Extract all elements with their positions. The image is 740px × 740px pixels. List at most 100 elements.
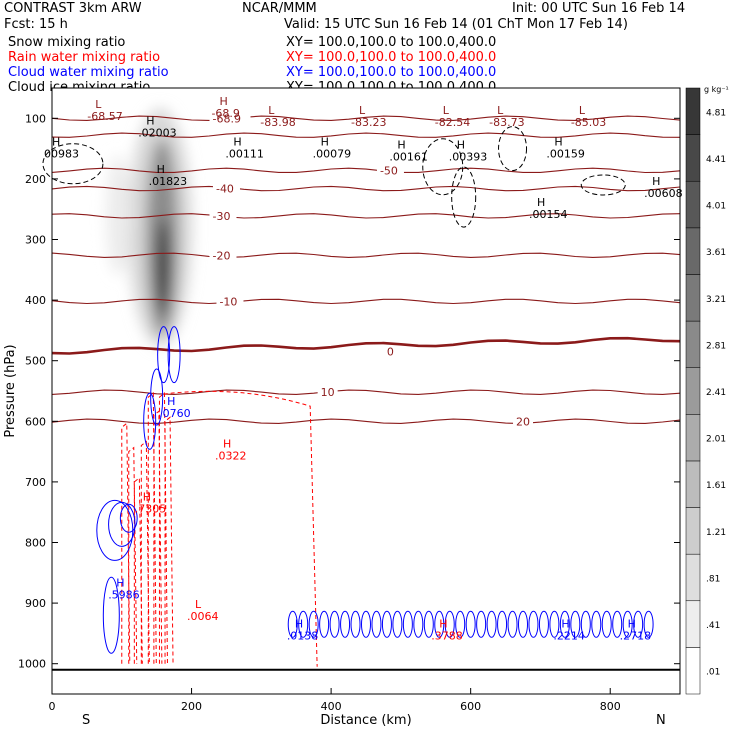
extremum-value-label: 00983 [44,148,79,161]
y-tick-label: 200 [25,173,46,186]
temp-contour-label: -20 [212,249,230,262]
snow-plume-core [156,218,171,317]
colorbar-label: .81 [706,574,720,584]
y-tick-label: 300 [25,234,46,247]
extremum-kind-label: L [195,598,202,611]
extremum-value-label: .01823 [149,175,188,188]
legend-rain-xy: XY= 100.0,100.0 to 100.0,400.0 [286,50,497,65]
temp-label-bg [513,415,534,429]
colorbar-label: 2.81 [706,341,726,351]
temp-contour [51,167,681,174]
cloud-ice-contour [42,143,104,185]
x-tick-label: 800 [600,700,621,713]
extremum-kind-label: H [561,617,569,630]
y-axis-title: Pressure (hPa) [3,344,18,437]
temp-contour-label: -40 [216,183,234,196]
extremum-kind-label: H [321,136,329,149]
colorbar-unit: g kg⁻¹ [704,85,729,94]
colorbar-swatch [685,180,701,229]
cloud-water-ring [633,610,644,638]
cloud-water-contour [108,501,136,547]
temp-label-bg [216,295,244,309]
x-tick-label: 600 [460,700,481,713]
snow-plume [106,108,193,347]
temp-contour [51,336,681,355]
cloud-water-ring [308,610,319,638]
extremum-kind-label: H [143,491,151,504]
temp-label-bg [317,386,338,400]
y-tick-label: 400 [25,294,46,307]
cloud-water-ring [580,610,591,638]
extremum-kind-label: H [146,114,154,127]
extremum-kind-label: H [157,163,165,176]
extremum-kind-label: H [223,437,231,450]
colorbar-label: 3.61 [706,248,726,258]
cloud-water-ring [392,610,403,638]
title-left: CONTRAST 3km ARW [4,1,142,16]
extremum-value-label: .7305 [135,503,167,516]
extremum-kind-label: L [359,104,366,117]
colorbar-label: 4.41 [706,155,726,165]
y-tick-label: 800 [25,537,46,550]
x-end-label-left: S [82,713,90,728]
cloud-water-ring [329,610,340,638]
colorbar-label: 4.01 [706,202,726,212]
colorbar-swatch [685,414,701,462]
cloud-water-ring [549,610,560,638]
rain-contour-wide [163,390,318,667]
temp-contour-label: -10 [219,295,237,308]
temp-contour [51,185,681,192]
cloud-water-ring [622,610,633,638]
temp-contour [51,298,681,305]
legend-snow-label: Snow mixing ratio [8,35,126,50]
forecast-hour: Fcst: 15 h [4,17,68,32]
cloud-water-ring [371,610,382,638]
colorbar-swatch [685,134,701,182]
extremum-value-label: -82.54 [435,116,470,129]
extremum-value-label: .00111 [225,148,264,161]
extremum-value-label: -83.98 [260,116,295,129]
extremum-kind-label: H [295,617,303,630]
temp-label-bg [209,209,237,223]
legend-snow-xy: XY= 100.0,100.0 to 100.0,400.0 [286,35,497,50]
x-axis-title: Distance (km) [320,713,411,728]
temp-label-bg [383,345,397,359]
extremum-kind-label: L [579,104,586,117]
extremum-value-label: .0138 [287,629,319,642]
extremum-kind-label: H [233,136,241,149]
cloud-water-ring [402,610,413,638]
valid-time: Valid: 15 UTC Sun 16 Feb 14 (01 ChT Mon … [284,17,628,32]
cloud-water-ring [538,610,549,638]
extremum-value-label: .00159 [546,148,585,161]
cloud-water-ring [361,610,371,638]
cloud-water-ring [413,610,424,638]
cloud-ice-contour [422,138,464,196]
colorbar-label: 4.81 [706,108,726,118]
extremum-value-label: .02003 [138,126,177,139]
cloud-water-contour [119,503,138,533]
title-center: NCAR/MMM [242,1,317,16]
cloud-water-ring [476,610,487,638]
extremum-value-label: .00161 [389,151,428,164]
cloud-water-ring [612,610,623,638]
y-tick-label: 700 [25,476,46,489]
cloud-water-ring [298,610,309,638]
cloud-water-ring [518,610,528,638]
colorbar-swatch [685,460,701,508]
extremum-kind-label: H [397,139,405,152]
extremum-value-label: .0064 [187,610,219,623]
colorbar-swatch [685,600,701,648]
colorbar-swatch [685,367,701,415]
extremum-value-label: -68.57 [87,110,122,123]
temp-contour-label: 10 [321,386,335,399]
cloud-water-ring [444,610,455,638]
y-tick-label: 100 [25,112,46,125]
colorbar-swatch [685,553,701,602]
colorbar-label: 1.21 [706,528,726,538]
colorbar-label: 3.21 [706,295,726,305]
temp-contour-label: -68.9 [212,112,240,125]
extremum-kind-label: H [554,136,562,149]
temp-contour-label: 20 [516,415,530,428]
temp-contour [51,115,681,121]
legend-cloudwater-xy: XY= 100.0,100.0 to 100.0,400.0 [286,65,497,80]
